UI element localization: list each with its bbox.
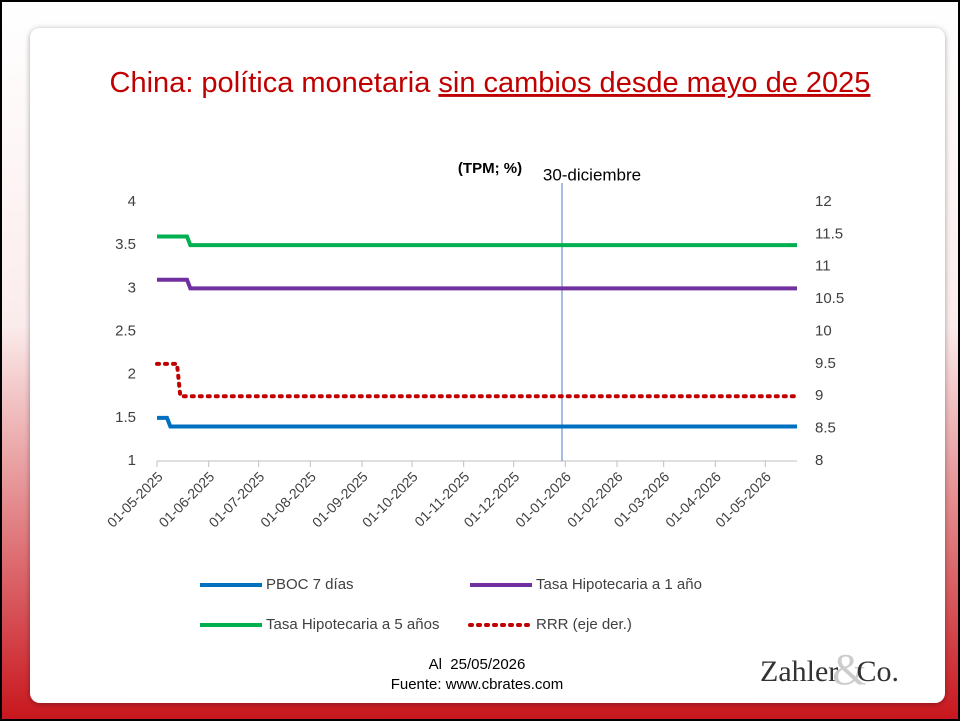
title-underlined: sin cambios desde mayo de 2025 [438,67,870,99]
y2-tick-label: 9 [815,387,823,404]
y-tick-label: 2.5 [115,322,136,339]
y2-tick-label: 11 [815,258,831,275]
subtitle: (TPM; %) [458,160,522,177]
logo-co: Co. [857,655,900,688]
series-line [155,361,799,399]
y2-tick-label: 10.5 [815,290,844,307]
y-tick-label: 1 [128,452,136,469]
legend-label: Tasa Hipotecaria a 5 años [266,616,439,633]
panel [30,28,945,703]
series-line [157,234,797,248]
y2-tick-label: 11.5 [815,225,843,242]
chart-title: China: política monetaria sin cambios de… [110,67,871,99]
title-main: China: política monetaria [110,67,439,99]
y2-tick-label: 8.5 [815,420,836,437]
legend-label: Tasa Hipotecaria a 1 año [536,576,702,593]
y2-tick-label: 8 [815,452,823,469]
y2-tick-label: 10 [815,322,832,339]
y-tick-label: 3.5 [115,236,136,253]
series-line [157,277,797,291]
y-tick-label: 1.5 [115,409,136,426]
y-tick-label: 2 [128,366,136,383]
y-tick-label: 3 [128,279,136,296]
logo-amp: & [832,645,866,694]
y2-tick-label: 9.5 [815,355,836,372]
logo-name: Zahler [760,655,838,688]
series-line [157,415,797,429]
logo: Zahler&Co. [760,645,899,694]
y2-tick-label: 12 [815,193,832,210]
footer-source: Fuente: www.cbrates.com [391,676,564,693]
legend-label: RRR (eje der.) [536,616,632,633]
legend-label: PBOC 7 días [266,576,354,593]
y-tick-label: 4 [128,193,136,210]
footer-date: Al 25/05/2026 [429,656,526,673]
annotation-label: 30-diciembre [543,165,641,184]
